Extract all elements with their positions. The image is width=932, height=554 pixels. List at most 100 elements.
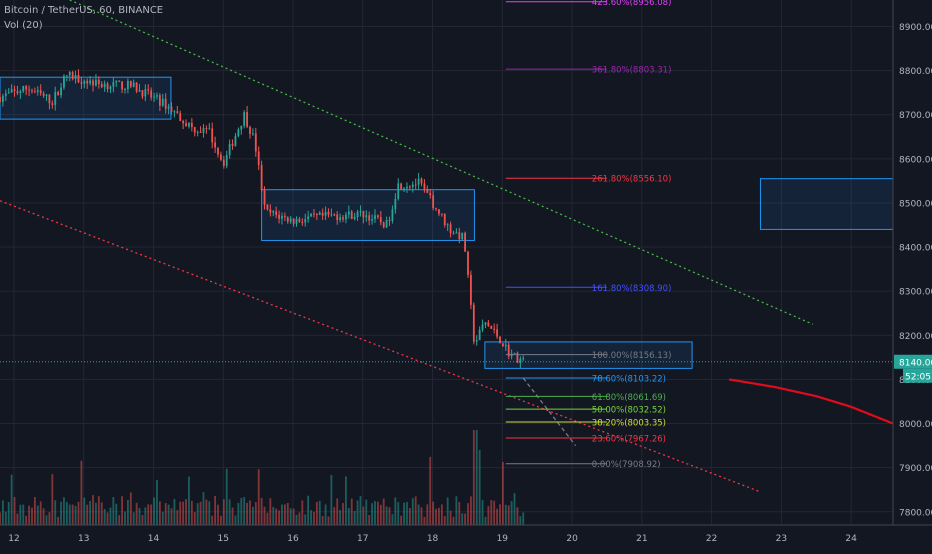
candle-body — [10, 89, 13, 93]
fib-level-label: 23.60%(7967.26) — [592, 434, 666, 444]
trendlines — [0, 0, 893, 493]
candle-body — [153, 96, 155, 98]
volume-bar — [283, 504, 286, 525]
volume-bar — [382, 498, 385, 525]
candle-body — [307, 216, 310, 220]
candle-body — [214, 142, 217, 148]
countdown-label: 52:05 — [905, 372, 931, 382]
candle-body — [222, 159, 225, 166]
volume-bar — [435, 508, 437, 525]
candle-body — [359, 210, 362, 212]
candle-body — [144, 89, 147, 97]
candle-body — [42, 93, 45, 96]
volume-bar — [443, 516, 446, 525]
volume-bar — [4, 511, 7, 525]
volume-bar — [237, 502, 240, 525]
candlesticks — [0, 69, 525, 369]
candle-body — [135, 82, 138, 92]
candle-body — [353, 217, 356, 220]
volume-bar — [429, 456, 432, 525]
candle-body — [80, 82, 83, 84]
price-tick-label: 8400.00 — [899, 244, 932, 254]
volume-bar — [327, 516, 330, 525]
volume-bar — [214, 495, 217, 525]
time-axis[interactable]: 12 13 14 15 16 17 18 19 20 21 22 23 24 — [0, 524, 932, 550]
volume-bar — [63, 497, 65, 525]
volume-bar — [281, 504, 283, 525]
volume-bar — [112, 496, 115, 525]
volume-bar — [432, 501, 435, 525]
volume-bar — [376, 501, 379, 525]
volume-bar — [304, 514, 307, 525]
volume-bar — [501, 461, 504, 525]
candle-body — [60, 87, 62, 96]
volume-bar — [388, 507, 391, 525]
volume-bar — [225, 468, 228, 525]
candle-body — [365, 215, 368, 218]
volume-bar — [295, 514, 298, 525]
price-tick-label: 8500.00 — [899, 199, 932, 209]
time-tick-label: 16 — [287, 534, 299, 544]
candle-body — [324, 211, 327, 216]
candle-body — [342, 217, 344, 220]
volume-bar — [188, 476, 190, 525]
candle-body — [228, 143, 231, 156]
candle-body — [263, 190, 266, 205]
candle-body — [68, 72, 71, 76]
candle-body — [513, 352, 516, 354]
volume-bar — [353, 511, 356, 525]
volume-bar — [440, 504, 443, 525]
volume-bar — [10, 474, 13, 525]
volume-bar — [397, 502, 400, 525]
candle-body — [2, 95, 4, 102]
volume-bar — [161, 511, 164, 525]
candle-body — [193, 127, 196, 133]
volume-bar — [243, 497, 246, 525]
candle-body — [350, 211, 353, 220]
volume-indicator-label[interactable]: Vol (20) — [4, 20, 43, 31]
volume-bar — [89, 501, 92, 525]
volume-bar — [420, 507, 423, 525]
candle-body — [103, 83, 106, 88]
time-tick-label: 19 — [497, 534, 509, 544]
volume-bar — [83, 497, 86, 525]
volume-bar — [286, 503, 289, 525]
candle-body — [376, 215, 379, 218]
current-price-label: 8140.00 — [899, 358, 932, 368]
candle-body — [455, 232, 458, 234]
time-tick-label: 15 — [218, 534, 229, 544]
candle-body — [39, 90, 42, 94]
volume-bar — [249, 500, 251, 525]
candle-body — [379, 217, 382, 223]
candle-body — [74, 74, 77, 80]
volume-bar — [22, 504, 25, 525]
volume-bar — [336, 498, 339, 525]
volume-bar — [158, 501, 161, 525]
time-tick-label: 13 — [78, 534, 89, 544]
fibonacci-extension: 423.60%(8956.08) 361.80%(8803.31) 261.80%(… — [505, 0, 671, 470]
price-tick-label: 8600.00 — [899, 155, 932, 165]
volume-bar — [379, 504, 382, 525]
volume-bar — [42, 508, 45, 525]
chart-grid — [0, 0, 893, 525]
symbol-title[interactable]: Bitcoin / TetherUS, 60, BINANCE — [4, 5, 164, 16]
volume-bar — [263, 506, 266, 525]
volume-bar — [60, 501, 62, 525]
volume-bar — [164, 503, 167, 525]
candle-body — [132, 82, 135, 87]
volume-bar — [446, 497, 449, 525]
candle-body — [13, 89, 16, 92]
candle-body — [33, 91, 36, 93]
price-axis[interactable]: 7800.007900.008000.008100.008200.008300.… — [892, 0, 932, 550]
candle-body — [86, 80, 89, 84]
volume-bar — [118, 515, 121, 525]
volume-bar — [251, 506, 254, 525]
candle-body — [217, 147, 219, 155]
time-tick-label: 12 — [8, 534, 19, 544]
volume-bar — [202, 492, 205, 525]
volume-bar — [487, 506, 490, 525]
candle-body — [28, 89, 30, 91]
candle-body — [249, 126, 251, 134]
